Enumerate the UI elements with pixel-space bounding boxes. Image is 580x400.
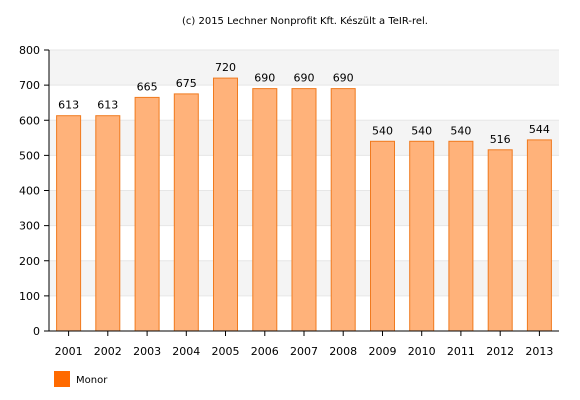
legend-label: Monor (76, 375, 108, 386)
bar-2012 (487, 149, 513, 332)
y-tick-label-0: 0 (33, 325, 40, 338)
x-tick-label-2008: 2008 (329, 345, 357, 358)
bar-2011 (448, 140, 474, 332)
bar-2002 (95, 115, 121, 332)
data-label-2011: 540 (450, 124, 471, 137)
bar-2009 (370, 140, 395, 332)
data-label-2006: 690 (254, 72, 275, 85)
x-tick-label-2006: 2006 (251, 345, 279, 358)
y-tick-label-600: 600 (19, 114, 40, 127)
data-label-2003: 665 (137, 80, 158, 93)
y-tick-label-300: 300 (19, 220, 40, 233)
y-tick-label-200: 200 (19, 255, 40, 268)
y-tick-label-800: 800 (19, 44, 40, 57)
x-tick-label-2012: 2012 (486, 345, 514, 358)
legend-swatch (54, 371, 70, 387)
x-axis-ticks: 2001 2002 2003 2004 2005 2006 2007 2008 2009 2010… (55, 331, 553, 358)
bar-series (56, 77, 552, 332)
y-tick-label-700: 700 (19, 79, 40, 92)
bar-2005 (213, 77, 238, 332)
x-tick-label-2007: 2007 (290, 345, 318, 358)
x-tick-label-2010: 2010 (408, 345, 436, 358)
x-tick-label-2001: 2001 (55, 345, 83, 358)
data-label-2002: 613 (97, 99, 118, 112)
data-label-2009: 540 (372, 124, 393, 137)
bar-2006 (252, 88, 278, 332)
bar-2004 (173, 93, 199, 332)
plot-band (49, 50, 559, 86)
data-label-2008: 690 (333, 72, 354, 85)
data-label-2004: 675 (176, 77, 197, 90)
x-tick-label-2002: 2002 (94, 345, 122, 358)
bar-2008 (330, 88, 356, 332)
bar-2013 (526, 139, 552, 332)
data-label-2007: 690 (294, 72, 315, 85)
y-axis-ticks: 0 100 200 300 400 500 600 700 800 (19, 44, 49, 338)
bar-2007 (291, 88, 317, 332)
data-label-2012: 516 (490, 133, 511, 146)
chart-credit: (c) 2015 Lechner Nonprofit Kft. Készült … (182, 15, 428, 27)
x-tick-label-2013: 2013 (525, 345, 553, 358)
x-tick-label-2004: 2004 (172, 345, 200, 358)
y-tick-label-400: 400 (19, 185, 40, 198)
legend: Monor (54, 371, 108, 387)
data-labels: 613 613 665 675 720 690 690 690 540 540 540 516 544 (58, 61, 550, 146)
x-tick-label-2011: 2011 (447, 345, 475, 358)
bar-2010 (409, 140, 435, 332)
y-tick-label-100: 100 (19, 290, 40, 303)
bar-2003 (134, 96, 160, 332)
y-tick-label-500: 500 (19, 149, 40, 162)
data-label-2010: 540 (411, 124, 432, 137)
x-tick-label-2005: 2005 (212, 345, 240, 358)
data-label-2001: 613 (58, 99, 79, 112)
x-tick-label-2003: 2003 (133, 345, 161, 358)
bar-2001 (56, 115, 82, 332)
x-tick-label-2009: 2009 (369, 345, 397, 358)
data-label-2005: 720 (215, 61, 236, 74)
data-label-2013: 544 (529, 123, 550, 136)
